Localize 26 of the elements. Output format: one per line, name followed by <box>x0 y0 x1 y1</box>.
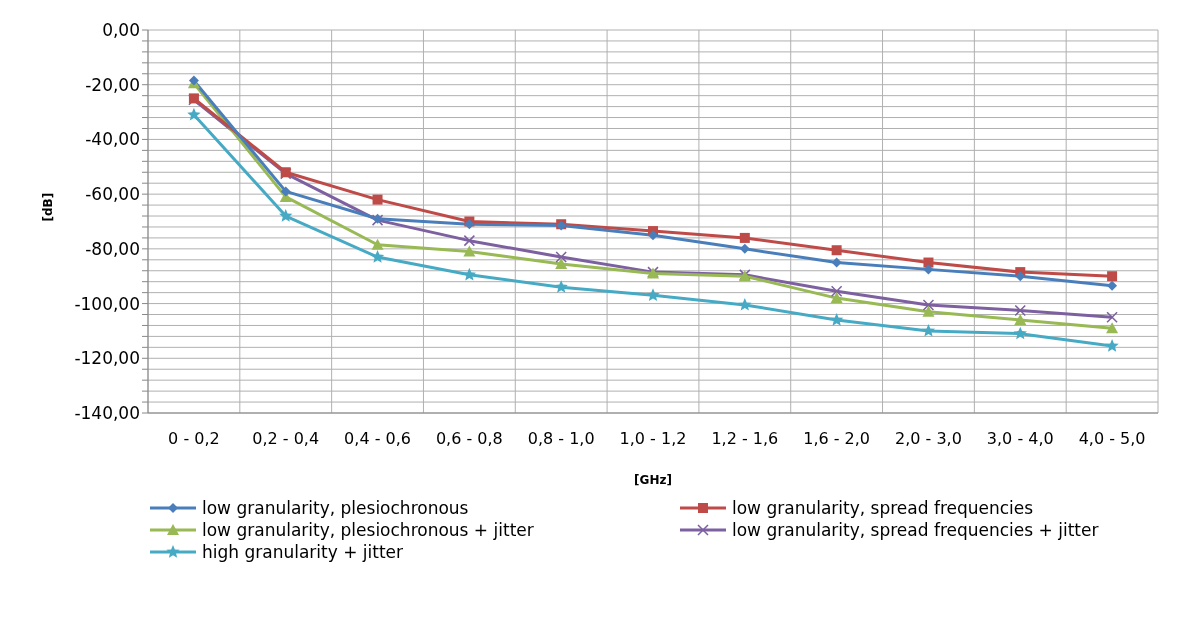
x-tick-label: 4,0 - 5,0 <box>1078 429 1146 449</box>
y-tick-label: -140,00 <box>74 403 140 424</box>
x-tick-label: 2,0 - 3,0 <box>895 429 962 449</box>
legend-label: low granularity, spread frequencies + jitter <box>732 520 1099 540</box>
x-tick-label: 0,2 - 0,4 <box>252 429 320 449</box>
x-tick-label: 1,2 - 1,6 <box>711 429 779 449</box>
legend-label: low granularity, plesiochronous + jitter <box>202 520 534 540</box>
x-tick-label: 3,0 - 4,0 <box>986 429 1054 449</box>
y-tick-label: -80,00 <box>85 238 140 259</box>
x-tick-label: 0 - 0,2 <box>168 429 220 449</box>
y-tick-label: -100,00 <box>74 293 140 314</box>
legend-label: high granularity + jitter <box>202 542 404 562</box>
legend-label: low granularity, spread frequencies <box>732 498 1034 518</box>
x-tick-label: 0,4 - 0,6 <box>344 429 411 449</box>
x-tick-label: 0,8 - 1,0 <box>527 429 595 449</box>
y-tick-label: -60,00 <box>85 184 140 205</box>
legend-label: low granularity, plesiochronous <box>202 498 469 518</box>
y-axis-title: [dB] <box>41 192 56 222</box>
x-tick-label: 1,0 - 1,2 <box>619 429 687 449</box>
y-tick-label: 0,00 <box>102 20 140 41</box>
x-axis-title: [GHz] <box>634 473 672 487</box>
x-tick-label: 1,6 - 2,0 <box>803 429 871 449</box>
y-tick-label: -120,00 <box>74 348 140 369</box>
x-tick-label: 0,6 - 0,8 <box>435 429 503 449</box>
y-tick-label: -40,00 <box>85 129 140 150</box>
y-tick-label: -20,00 <box>85 74 140 95</box>
